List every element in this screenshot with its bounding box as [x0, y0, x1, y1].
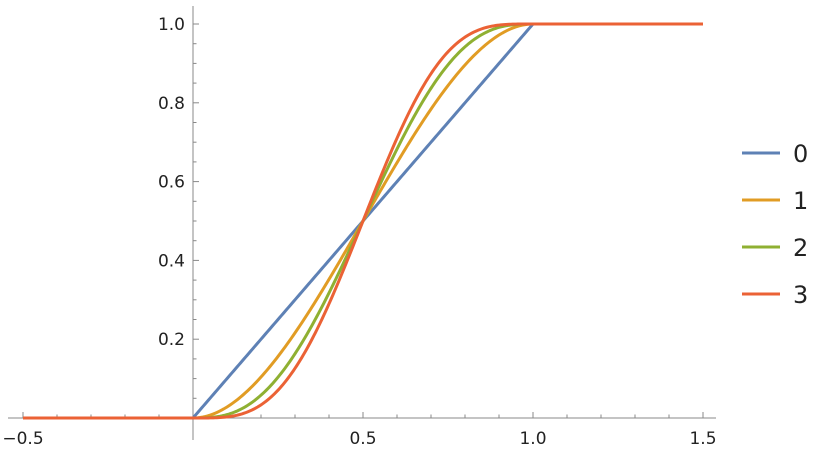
x-tick-label: 0.5 — [349, 429, 376, 449]
legend-label-2: 2 — [793, 234, 808, 262]
x-tick-label: −0.5 — [2, 429, 43, 449]
legend: 0 1 2 3 — [742, 140, 808, 309]
y-tick-label: 0.8 — [158, 94, 185, 114]
axes: −0.5 0.5 1.0 1.5 0.2 0.4 0.6 0.8 1.0 — [2, 6, 717, 449]
y-tick-label: 0.6 — [158, 173, 185, 193]
series-line-3 — [23, 22, 703, 420]
curves — [23, 22, 703, 420]
legend-label-1: 1 — [793, 187, 808, 215]
y-tick-label: 0.2 — [158, 330, 185, 350]
legend-label-0: 0 — [793, 140, 808, 168]
legend-label-3: 3 — [793, 281, 808, 309]
y-tick-label: 1.0 — [158, 15, 185, 35]
x-tick-label: 1.5 — [689, 429, 716, 449]
x-tick-label: 1.0 — [519, 429, 546, 449]
y-tick-label: 0.4 — [158, 251, 185, 271]
